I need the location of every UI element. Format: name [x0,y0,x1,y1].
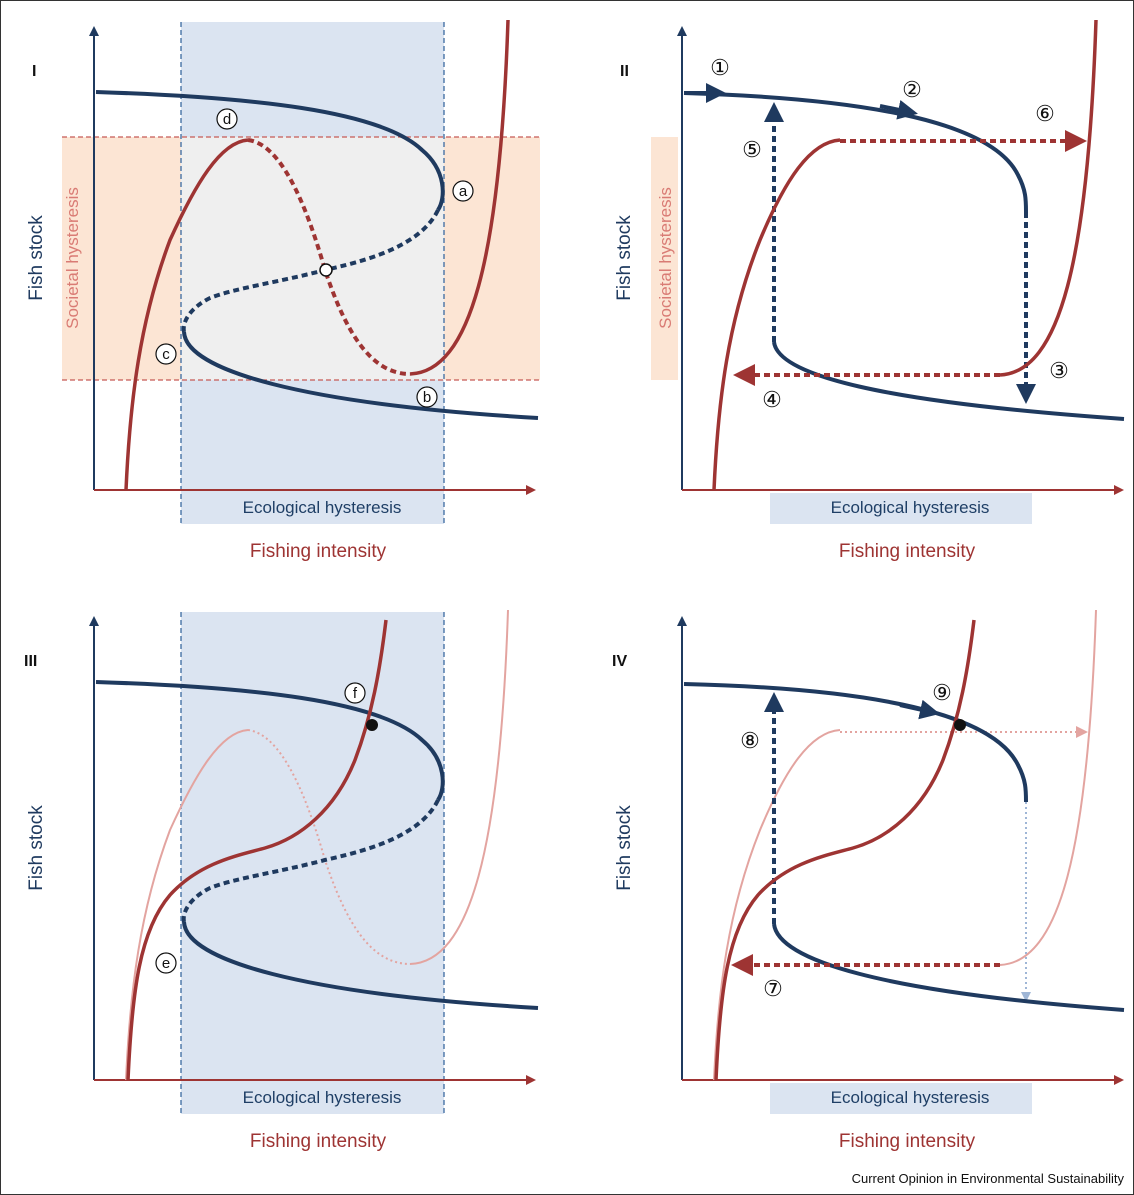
svg-text:d: d [223,111,231,128]
old-fishing-curve-right [409,609,509,965]
old-fishing-curve-left [713,729,841,1081]
panel-label: III [24,653,37,670]
stock-curve-upper [95,680,445,802]
x-axis-label: Fishing intensity [250,541,387,562]
ecological-hysteresis-label: Ecological hysteresis [831,1088,990,1107]
marker-f: f [344,682,366,704]
panel-3: III Fish stock Ecological hysteresis Fis… [24,609,539,1152]
svg-text:c: c [162,346,170,363]
fishing-curve [714,619,976,1081]
panel-4: IV Fish stock Ecological hysteresis Fish… [612,609,1125,1152]
x-axis-label: Fishing intensity [250,1131,387,1152]
marker-3: ③ [1049,358,1069,383]
svg-text:b: b [423,389,431,406]
stock-curve-lower [182,921,539,1010]
marker-9: ⑨ [932,680,952,705]
arrow-2 [879,99,918,120]
marker-c: c [155,343,177,365]
stock-curve-lower [182,331,539,420]
y-axis-label: Fish stock [614,215,635,301]
marker-b: b [416,386,438,408]
stock-curve-upper [683,91,1028,213]
panel-2: II Fish stock Societal hysteresis Ecolog… [614,19,1125,562]
ecological-hysteresis-band [770,1083,1032,1114]
marker-d: d [216,108,238,130]
unstable-equilibrium-point [319,263,333,277]
panel-label: II [620,63,629,80]
hysteresis-overlap [181,137,444,380]
stock-curve-upper [683,682,1028,803]
marker-1: ① [710,55,730,80]
panel-label: IV [612,653,627,670]
panel-1: I Fish stock Societal hysteresis Ecologi… [26,19,540,562]
old-fishing-curve-right [999,609,1097,966]
svg-text:e: e [162,955,170,972]
svg-text:a: a [459,183,468,200]
marker-e: e [155,952,177,974]
x-axis-label: Fishing intensity [839,1131,976,1152]
fishing-curve-right [999,19,1098,377]
ecological-hysteresis-band [770,493,1032,524]
stock-curve-upper [95,90,445,212]
fishing-curve [126,619,388,1081]
panel-label: I [32,63,36,80]
y-axis-label: Fish stock [26,215,47,301]
arrow-9 [899,699,940,720]
ecological-hysteresis-label: Ecological hysteresis [831,498,990,517]
societal-hysteresis-label: Societal hysteresis [656,187,675,329]
societal-hysteresis-band [651,137,678,380]
societal-hysteresis-label: Societal hysteresis [63,187,82,329]
credit-line: Current Opinion in Environmental Sustain… [852,1171,1125,1186]
stock-curve-lower [772,923,1125,1012]
y-axis-label: Fish stock [26,805,47,891]
marker-8: ⑧ [740,728,760,753]
marker-4: ④ [762,387,782,412]
marker-a: a [452,180,474,202]
marker-5: ⑤ [742,137,762,162]
marker-7: ⑦ [763,976,783,1001]
x-axis-label: Fishing intensity [839,541,976,562]
svg-text:f: f [353,685,358,702]
stock-curve-lower [772,341,1125,421]
fishing-curve-left [712,138,841,491]
stock-curve-unstable [181,209,440,333]
ecological-hysteresis-label: Ecological hysteresis [243,498,402,517]
fishing-curve-unstable [247,138,411,376]
stable-equilibrium-point [366,719,378,731]
stable-equilibrium-point [954,719,966,731]
ecological-hysteresis-label: Ecological hysteresis [243,1088,402,1107]
stock-curve-unstable [181,799,440,923]
marker-6: ⑥ [1035,101,1055,126]
marker-2: ② [902,77,922,102]
fishing-curve-right [409,19,510,376]
y-axis-label: Fish stock [614,805,635,891]
old-fishing-curve-left [125,729,249,1081]
fishing-curve-left [124,138,249,491]
